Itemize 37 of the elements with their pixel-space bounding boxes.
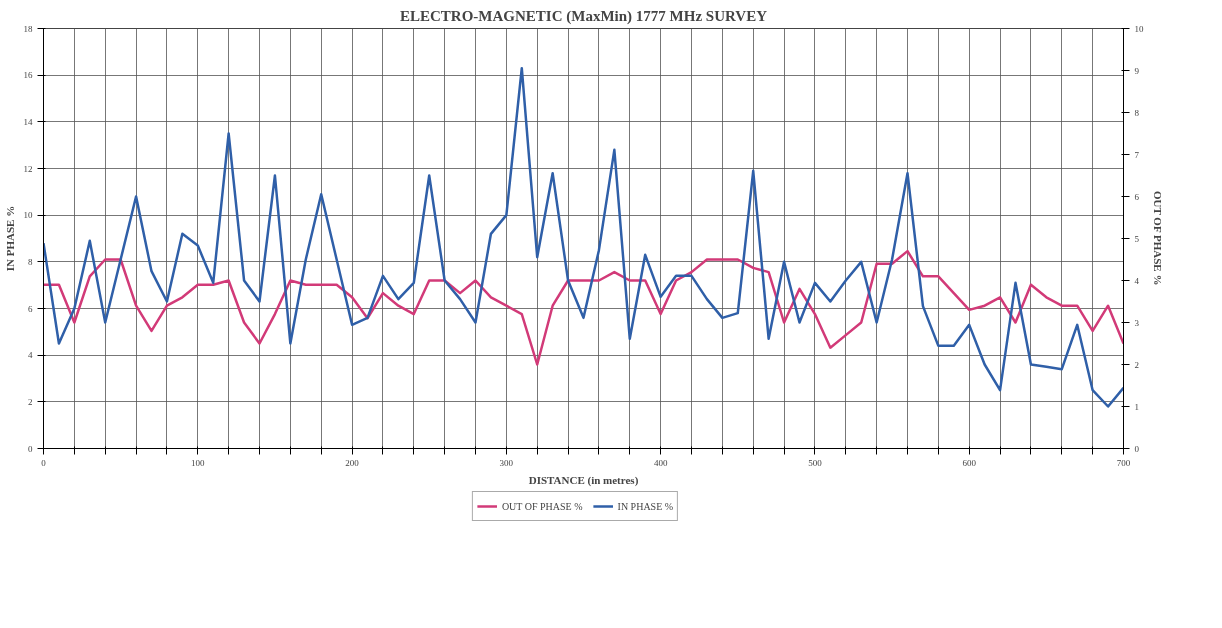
y-tick-label: 4 — [28, 350, 33, 361]
y-tick-label: 14 — [23, 116, 33, 127]
chart-title: ELECTRO-MAGNETIC (MaxMin) 1777 MHz SURVEY — [400, 7, 768, 25]
y2-tick-label: 0 — [1134, 443, 1140, 454]
legend-label: OUT OF PHASE % — [501, 500, 583, 512]
line-series — [43, 249, 1124, 366]
x-tick-label: 300 — [499, 457, 514, 468]
y2-tick-label: 9 — [1134, 65, 1140, 76]
x-tick-label: 700 — [1116, 457, 1131, 468]
y2-tick-label: 6 — [1134, 191, 1140, 202]
y-tick-label: 6 — [28, 303, 33, 314]
y2-tick-label: 3 — [1134, 317, 1140, 328]
y-tick-label: 10 — [23, 210, 33, 221]
y2-tick-label: 10 — [1134, 23, 1144, 34]
x-tick-label: 100 — [191, 457, 206, 468]
y2-axis-title: OUT OF PHASE % — [1151, 190, 1164, 286]
y-tick-label: 0 — [28, 443, 33, 454]
y2-tick-label: 8 — [1134, 107, 1140, 118]
line-series — [43, 66, 1124, 408]
y2-tick-label: 2 — [1134, 359, 1139, 370]
x-tick-label: 200 — [345, 457, 360, 468]
y-tick-label: 12 — [23, 163, 33, 174]
y2-tick-label: 1 — [1134, 401, 1139, 412]
y-axis-title: IN PHASE % — [3, 205, 16, 272]
y-tick-label: 18 — [23, 23, 33, 34]
y-tick-label: 16 — [23, 70, 33, 81]
x-tick-label: 400 — [653, 457, 668, 468]
x-tick-label: 500 — [808, 457, 823, 468]
x-tick-label: 0 — [41, 457, 47, 468]
y2-tick-label: 5 — [1134, 233, 1140, 244]
x-tick-label: 600 — [962, 457, 977, 468]
legend-label: IN PHASE % — [617, 500, 674, 512]
y2-tick-label: 7 — [1134, 149, 1140, 160]
y2-tick-label: 4 — [1134, 275, 1140, 286]
y-tick-label: 8 — [28, 256, 33, 267]
x-axis-title: DISTANCE (in metres) — [528, 473, 639, 487]
y-tick-label: 2 — [28, 396, 33, 407]
